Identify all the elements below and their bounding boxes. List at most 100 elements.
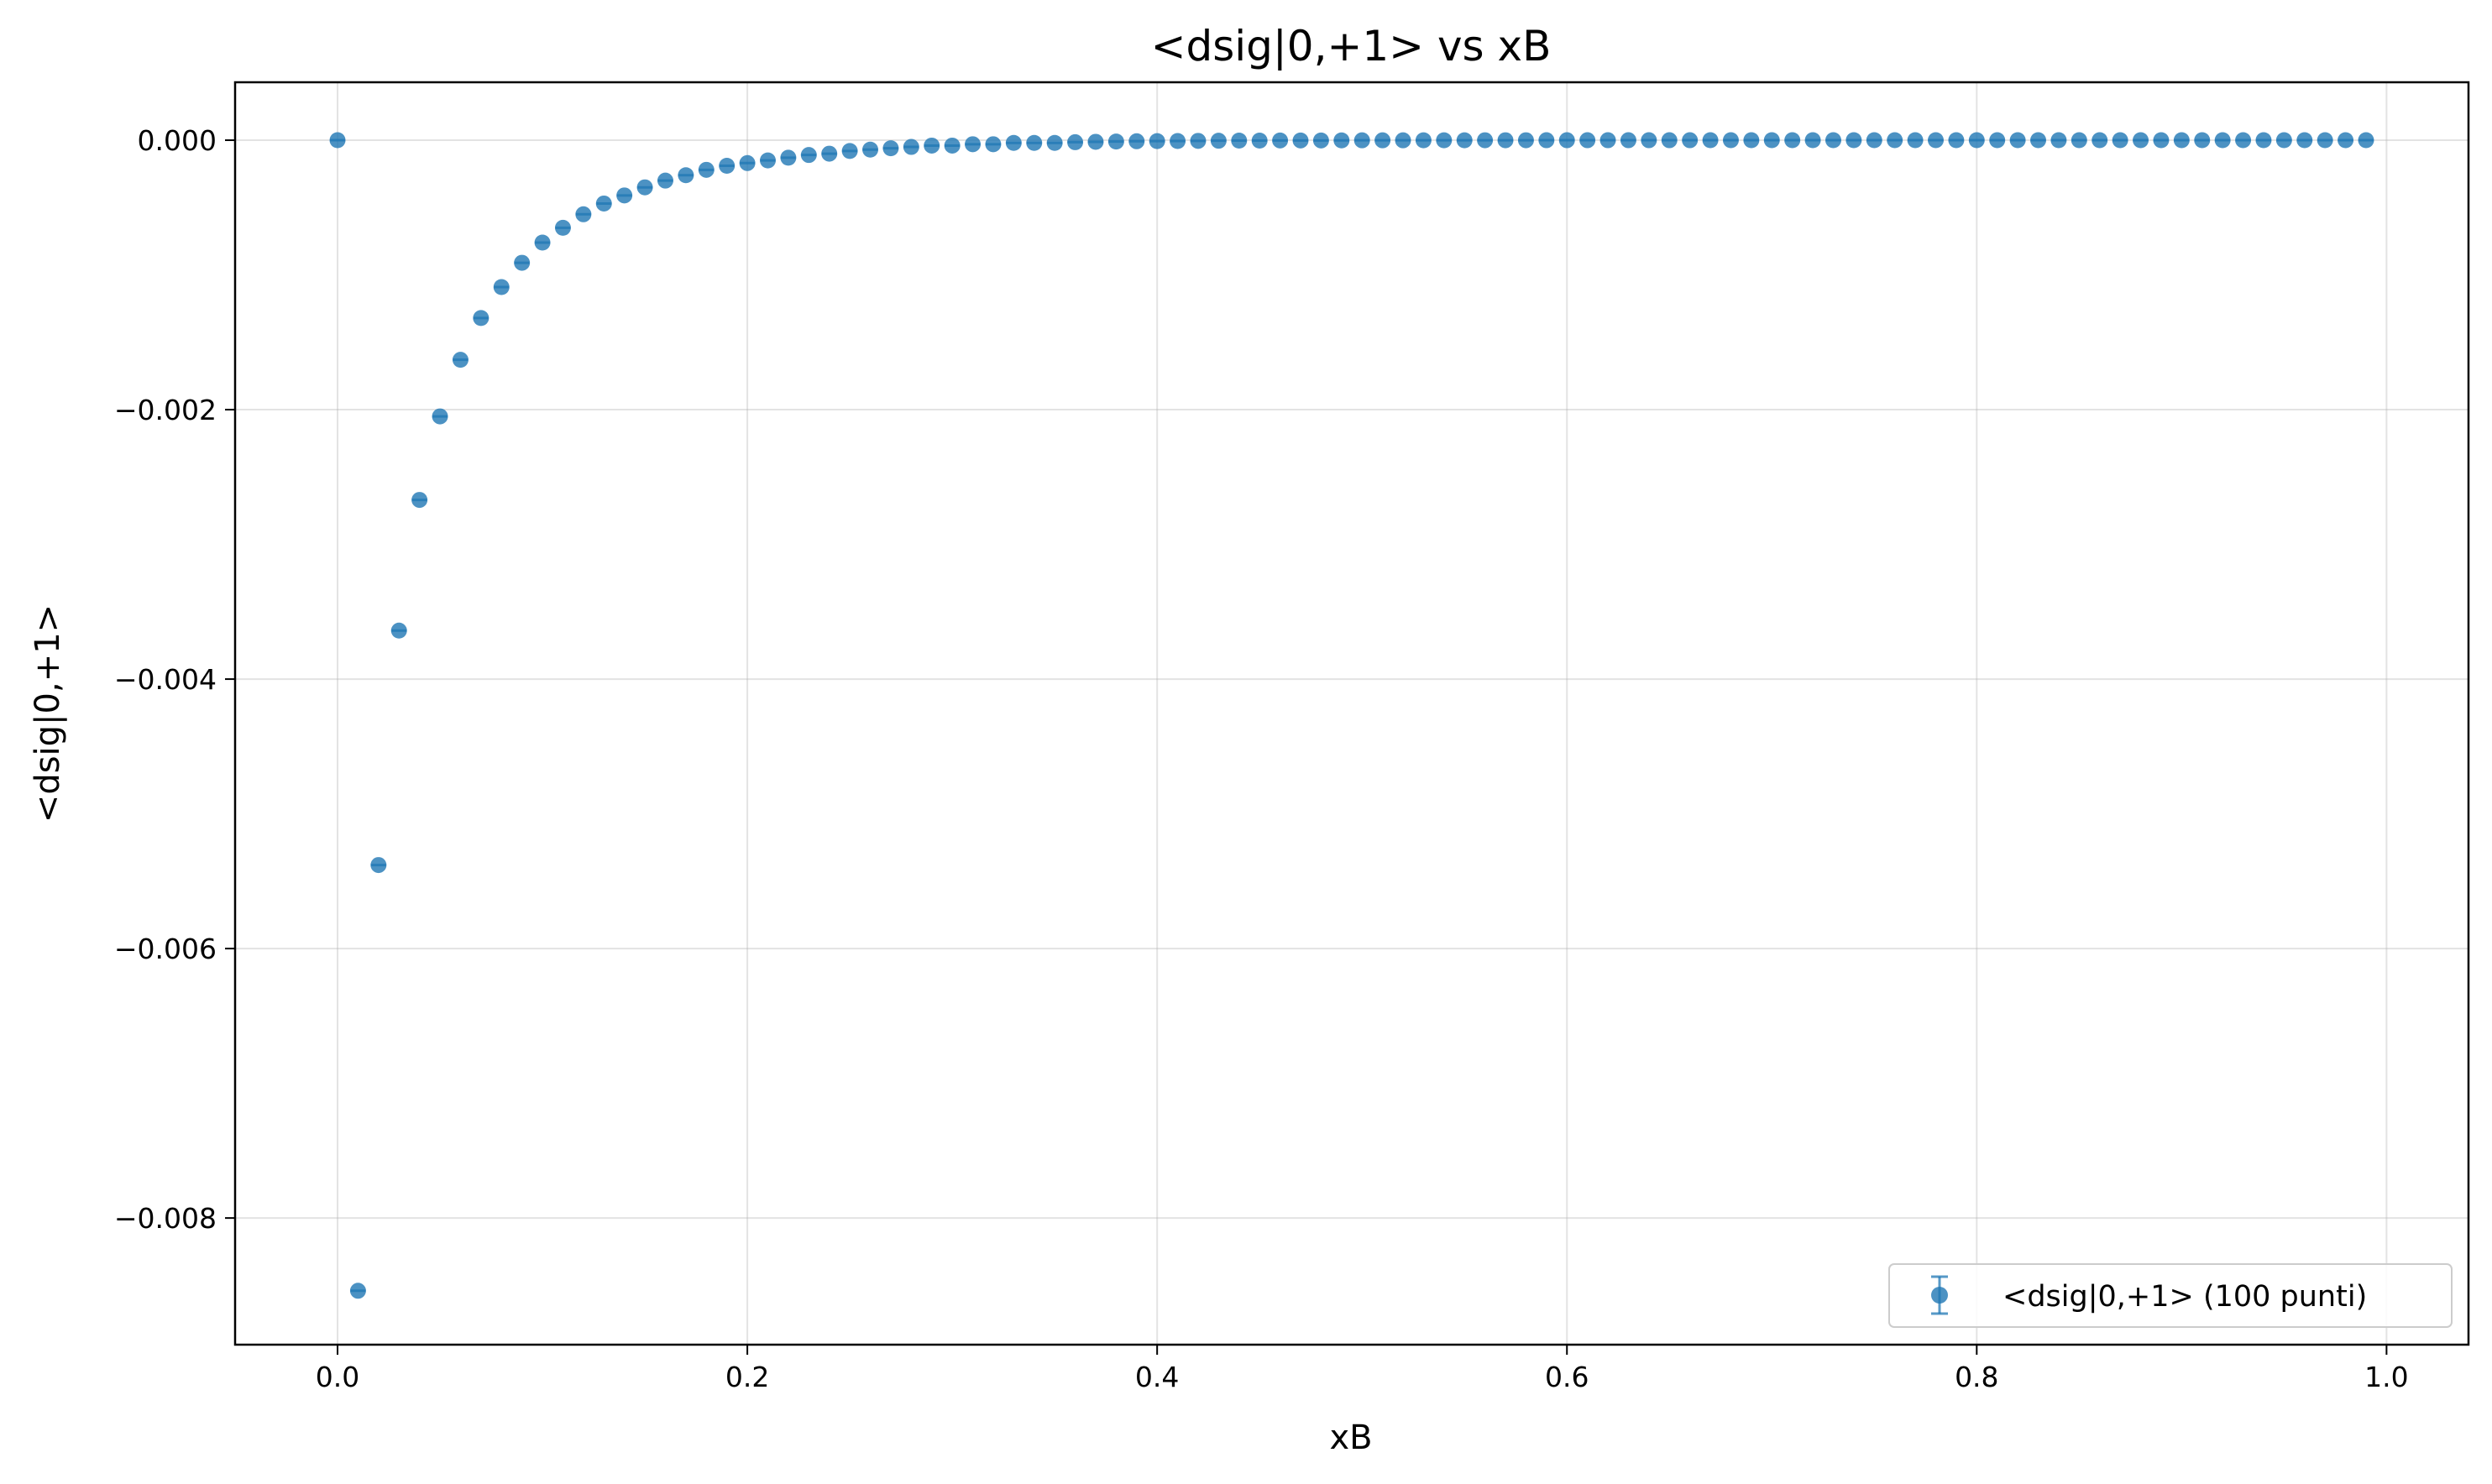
- data-point: [1928, 132, 1945, 149]
- data-point: [1477, 132, 1494, 149]
- data-point: [1190, 133, 1207, 149]
- data-point: [1374, 132, 1391, 149]
- legend: <dsig|0,+1> (100 punti): [1888, 1263, 2453, 1328]
- x-axis-label: xB: [1329, 1419, 1372, 1457]
- data-point: [370, 857, 387, 874]
- data-point: [1722, 132, 1739, 149]
- data-point: [657, 172, 673, 189]
- data-point: [678, 167, 694, 184]
- data-point: [636, 179, 653, 196]
- data-point: [2092, 132, 2108, 149]
- data-point: [1743, 132, 1760, 149]
- y-tick-label: −0.006: [114, 933, 217, 965]
- data-point: [473, 310, 490, 327]
- data-point: [2317, 132, 2333, 149]
- data-point: [595, 195, 612, 212]
- data-point: [924, 137, 940, 154]
- data-point: [1415, 132, 1432, 149]
- plot-area: [235, 82, 2468, 1345]
- data-point: [698, 161, 715, 178]
- data-markers: [329, 132, 2374, 1299]
- x-tick-label: 0.0: [316, 1361, 359, 1393]
- data-point: [944, 137, 961, 154]
- data-point: [2255, 132, 2272, 149]
- data-point: [1989, 132, 2006, 149]
- data-point: [1968, 132, 1985, 149]
- y-tick-label: −0.008: [114, 1202, 217, 1235]
- data-point: [2050, 132, 2067, 149]
- data-point: [2275, 132, 2292, 149]
- data-point: [1026, 134, 1043, 151]
- x-tick-label: 0.2: [725, 1361, 769, 1393]
- data-point: [1784, 132, 1801, 149]
- data-point: [2338, 132, 2354, 149]
- data-point: [985, 136, 1002, 153]
- data-point: [965, 136, 982, 153]
- data-point: [432, 408, 448, 425]
- data-point: [575, 206, 592, 222]
- y-tick-label: −0.002: [114, 394, 217, 426]
- data-point: [1579, 132, 1596, 149]
- data-point: [1763, 132, 1780, 149]
- data-point: [2358, 132, 2374, 149]
- data-point: [841, 143, 858, 159]
- data-point: [1005, 134, 1022, 151]
- data-point: [1804, 132, 1821, 149]
- data-point: [2153, 132, 2170, 149]
- data-point: [1087, 133, 1104, 150]
- data-point: [2133, 132, 2149, 149]
- data-point: [554, 219, 571, 236]
- data-point: [2030, 132, 2047, 149]
- plot-frame: [233, 81, 2470, 1346]
- data-point: [719, 158, 736, 175]
- data-point: [1824, 132, 1841, 149]
- x-tick-label: 1.0: [2364, 1361, 2408, 1393]
- data-point: [616, 187, 633, 204]
- data-point: [1210, 133, 1227, 149]
- data-point: [1497, 132, 1514, 149]
- x-tick-label: 0.6: [1545, 1361, 1589, 1393]
- data-point: [1107, 133, 1124, 150]
- data-point: [390, 622, 407, 639]
- data-point: [1046, 134, 1063, 151]
- data-point: [2009, 132, 2026, 149]
- x-tick-label: 0.8: [1955, 1361, 1998, 1393]
- data-point: [862, 141, 879, 158]
- data-point: [534, 234, 551, 251]
- data-point: [1231, 133, 1248, 149]
- data-point: [759, 152, 776, 169]
- data-point: [1538, 132, 1555, 149]
- data-point: [1948, 132, 1965, 149]
- data-point: [1456, 132, 1473, 149]
- legend-box: [1888, 1263, 2453, 1328]
- data-point: [1149, 133, 1165, 149]
- data-point: [1599, 132, 1616, 149]
- y-axis: 0.000 −0.002 −0.004 −0.006 −0.008: [114, 124, 235, 1235]
- data-point: [1251, 133, 1268, 149]
- data-point: [493, 279, 510, 295]
- legend-label: <dsig|0,+1> (100 punti): [2002, 1280, 2367, 1314]
- data-point: [821, 145, 838, 162]
- data-point: [882, 140, 899, 157]
- data-point: [739, 154, 756, 171]
- data-point: [1353, 132, 1370, 149]
- data-point: [1170, 133, 1186, 149]
- y-tick-label: −0.004: [114, 663, 217, 696]
- data-point: [1517, 132, 1534, 149]
- x-axis: 0.0 0.2 0.4 0.6 0.8 1.0: [316, 1345, 2409, 1393]
- data-point: [1312, 132, 1329, 149]
- data-point: [1333, 132, 1350, 149]
- data-point: [2235, 132, 2252, 149]
- data-point: [411, 492, 428, 509]
- data-point: [329, 132, 346, 149]
- legend-marker: [1931, 1275, 1948, 1315]
- data-point: [1641, 132, 1657, 149]
- data-point: [2296, 132, 2313, 149]
- data-point: [514, 254, 531, 271]
- data-point: [2071, 132, 2087, 149]
- data-point: [1682, 132, 1699, 149]
- data-point: [1436, 132, 1453, 149]
- data-point: [452, 352, 469, 368]
- data-point: [1272, 132, 1289, 149]
- data-point: [1128, 133, 1145, 149]
